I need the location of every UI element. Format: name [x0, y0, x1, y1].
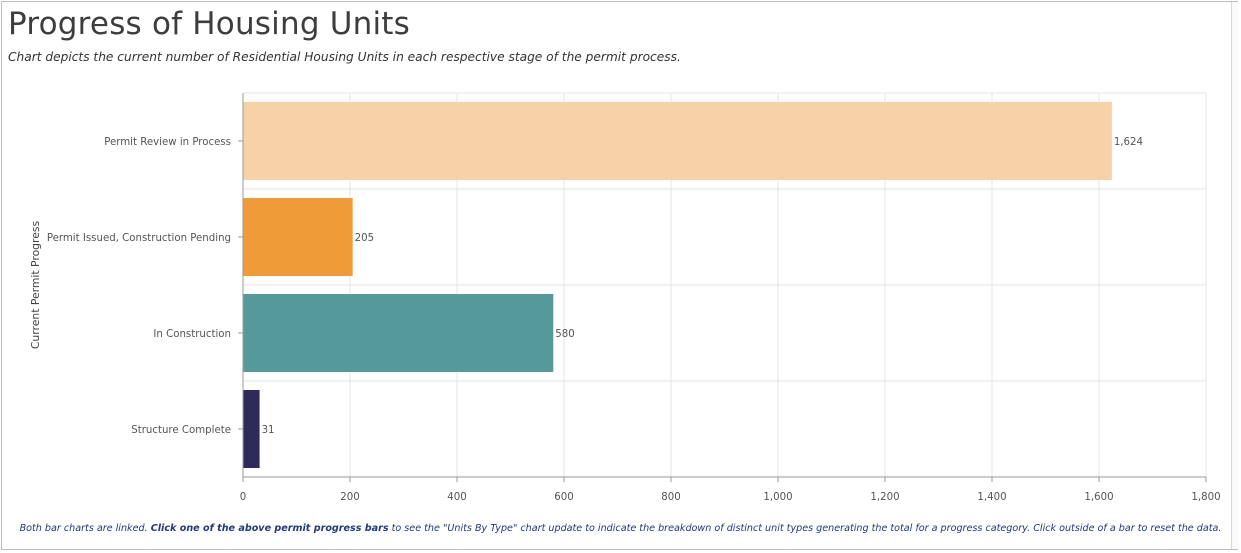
footnote-bold-text: Click one of the above permit progress b…	[150, 523, 389, 534]
footnote-text-tail: to see the "Units By Type" chart update …	[388, 523, 1222, 534]
value-label: 31	[262, 425, 275, 436]
value-label: 580	[555, 329, 574, 340]
y-axis-title: Current Permit Progress	[29, 220, 42, 349]
bar-1[interactable]	[243, 198, 353, 276]
scrollbar[interactable]	[1231, 2, 1238, 549]
x-tick-label: 600	[554, 492, 573, 503]
bar-3[interactable]	[243, 390, 260, 468]
footnote-text: Both bar charts are linked.	[19, 523, 151, 534]
bar-2[interactable]	[243, 294, 554, 372]
x-tick-label: 400	[447, 492, 466, 503]
x-tick-label: 1,000	[763, 492, 792, 503]
x-tick-label: 1,200	[870, 492, 899, 503]
category-label: Permit Review in Process	[104, 137, 231, 148]
x-tick-label: 200	[340, 492, 359, 503]
value-label: 1,624	[1114, 137, 1143, 148]
category-label: Structure Complete	[131, 425, 231, 436]
chart-subtitle: Chart depicts the current number of Resi…	[8, 50, 681, 64]
x-tick-label: 1,800	[1191, 492, 1220, 503]
x-tick-label: 0	[240, 492, 246, 503]
category-label: Permit Issued, Construction Pending	[47, 233, 231, 244]
x-tick-label: 1,400	[977, 492, 1006, 503]
page-title: Progress of Housing Units	[8, 6, 411, 42]
x-tick-label: 800	[661, 492, 680, 503]
category-label: In Construction	[153, 329, 231, 340]
x-tick-label: 1,600	[1084, 492, 1113, 503]
value-label: 205	[355, 233, 374, 244]
bar-0[interactable]	[243, 102, 1112, 180]
bar-chart: Permit Review in Process 1,624 Permit Issu…	[29, 92, 1221, 503]
chart-footnote: Both bar charts are linked. Click one of…	[0, 523, 1241, 534]
